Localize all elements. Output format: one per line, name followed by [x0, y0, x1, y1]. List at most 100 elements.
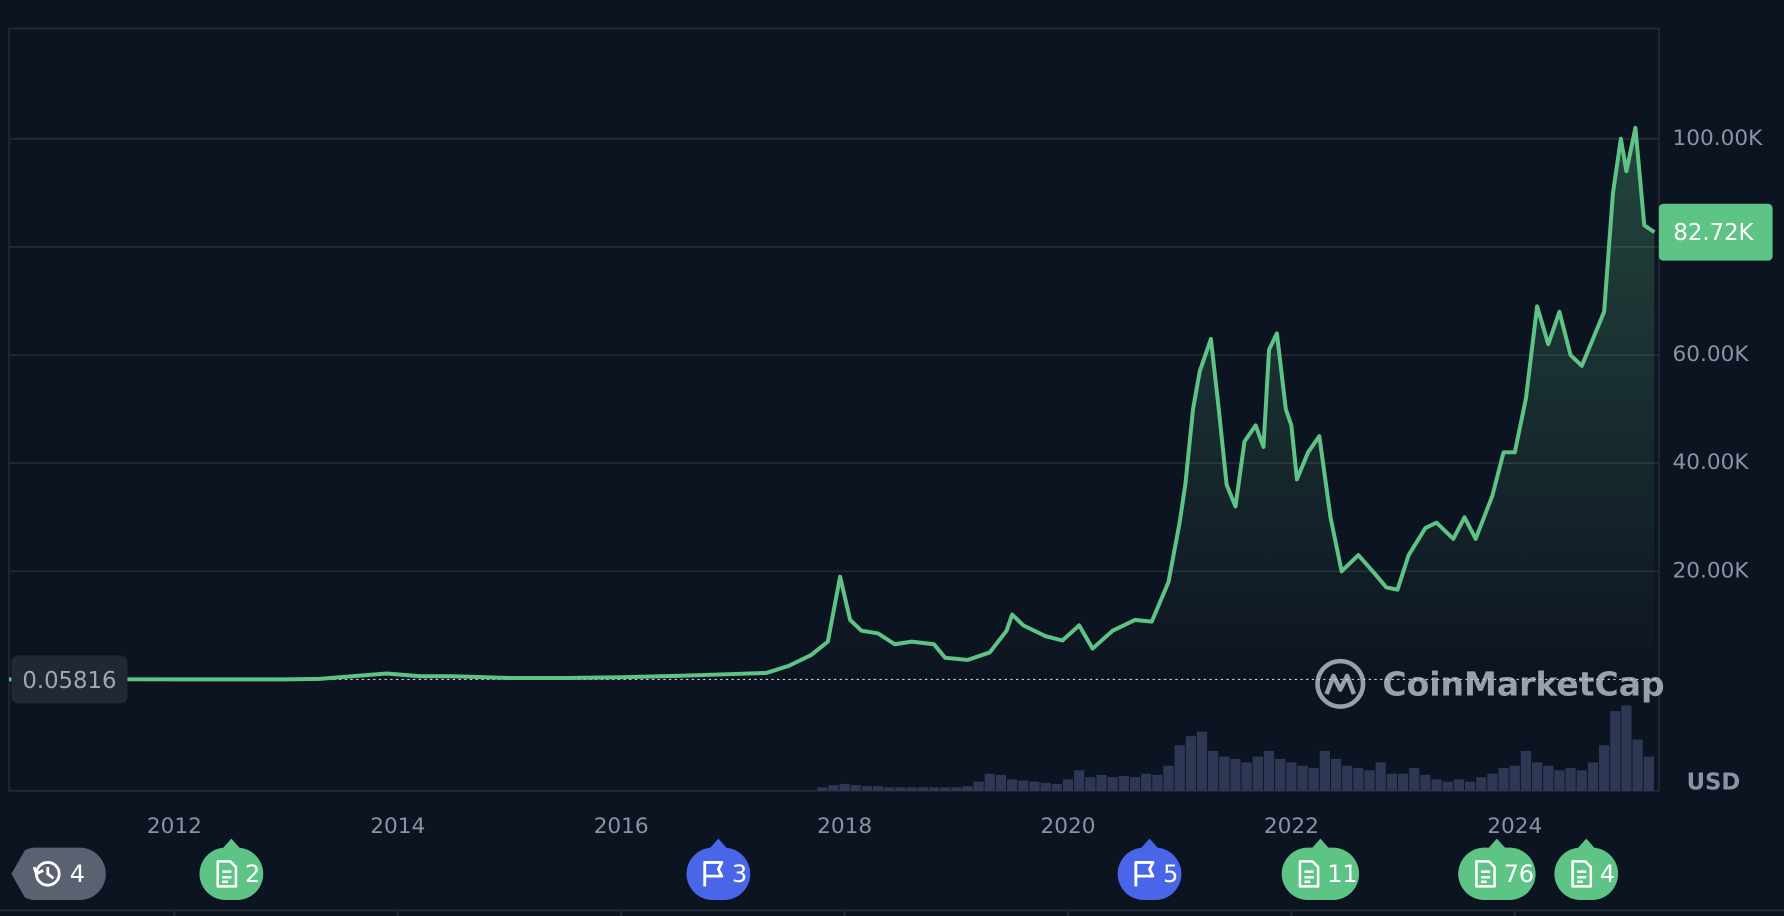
watermark: CoinMarketCap — [1315, 658, 1665, 709]
volume-bar — [1576, 770, 1587, 791]
volume-bar — [1565, 768, 1576, 791]
volume-bar — [962, 786, 973, 791]
event-badge[interactable]: 76 — [1458, 838, 1536, 901]
x-tick-label: 2024 — [1487, 814, 1542, 839]
volume-bar — [1621, 705, 1632, 791]
volume-bar — [1342, 765, 1353, 791]
event-badge[interactable]: 4 — [1554, 838, 1619, 901]
volume-bar — [1152, 774, 1163, 791]
volume-bar — [872, 786, 884, 791]
event-count: 76 — [1504, 860, 1534, 888]
volume-bar — [1018, 780, 1029, 791]
watermark-text: CoinMarketCap — [1382, 665, 1664, 704]
volume-bar — [1453, 779, 1465, 791]
last-price-badge — [1658, 203, 1773, 261]
volume-bar — [1196, 731, 1208, 791]
volume-bar — [951, 787, 962, 791]
event-badge[interactable]: 11 — [1281, 838, 1360, 901]
volume-bar — [1185, 736, 1196, 791]
history-icon-hands — [32, 866, 55, 880]
volume-bar — [973, 781, 984, 791]
volume-bar — [1129, 777, 1141, 791]
event-badge-tip — [709, 838, 728, 849]
event-badge-bg — [199, 847, 264, 901]
currency-label: USD — [1687, 769, 1741, 795]
x-tick-label: 2014 — [370, 814, 425, 839]
event-badge[interactable]: 3 — [686, 838, 751, 901]
volume-bar — [1118, 776, 1129, 791]
start-price-label: 0.05816 — [22, 668, 116, 694]
volume-bar — [1051, 783, 1062, 791]
volume-bar — [1353, 768, 1364, 791]
x-tick-label: 2022 — [1264, 814, 1319, 839]
volume-bar — [1397, 773, 1409, 791]
volume-bar — [817, 787, 828, 791]
event-badge-tip — [1311, 838, 1330, 849]
start-price-box — [11, 655, 128, 704]
event-badge[interactable]: 5 — [1117, 838, 1182, 901]
volume-bar — [1464, 781, 1476, 791]
badges: 4 2 3 5 11 76 4 — [11, 838, 1619, 901]
event-badge-tip — [1577, 838, 1596, 849]
volume-bar — [1509, 765, 1520, 791]
volume-bar — [1431, 779, 1442, 791]
event-badge-tip — [222, 838, 241, 849]
price-line — [9, 125, 1656, 682]
volume-bar — [1219, 756, 1230, 791]
volume-bar — [1208, 750, 1219, 791]
doc-icon — [1298, 860, 1320, 888]
volume-bar — [1297, 765, 1308, 791]
volume — [817, 705, 1654, 791]
volume-bar — [895, 787, 906, 791]
history-badge[interactable]: 4 — [11, 847, 106, 901]
volume-bar — [1498, 768, 1509, 791]
volume-bar — [1275, 758, 1286, 791]
flag-icon — [703, 861, 724, 887]
volume-bar — [1141, 773, 1152, 791]
volume-bar — [861, 786, 873, 791]
volume-bar — [1386, 773, 1398, 791]
volume-bar — [1531, 762, 1543, 791]
volume-bar — [1107, 777, 1118, 791]
volume-bar — [1263, 750, 1275, 791]
volume-bar — [1610, 711, 1621, 791]
volume-bar — [1174, 745, 1185, 791]
volume-bar — [1007, 779, 1018, 791]
logo-mark — [1324, 673, 1357, 695]
volume-bar — [1520, 750, 1532, 791]
volume-bar — [1442, 781, 1453, 791]
volume-bar — [1062, 779, 1074, 791]
volume-bar — [1308, 768, 1319, 791]
y-tick-label: 40.00K — [1673, 450, 1750, 475]
volume-bar — [917, 787, 928, 791]
volume-bar — [1163, 765, 1174, 791]
volume-bar — [928, 787, 940, 791]
volume-bar — [884, 787, 895, 791]
x-tick-label: 2016 — [594, 814, 649, 839]
logo-ring — [1315, 658, 1366, 709]
volume-bar — [1587, 762, 1599, 791]
volume-bar — [984, 773, 995, 791]
x-tick-label: 2018 — [817, 814, 872, 839]
volume-bar — [1554, 770, 1565, 791]
volume-bar — [1543, 765, 1554, 791]
y-tick-label: 20.00K — [1673, 558, 1750, 583]
event-badge-tip — [1140, 838, 1159, 849]
volume-bar — [1487, 773, 1498, 791]
volume-bar — [1029, 781, 1040, 791]
event-badge[interactable]: 2 — [199, 838, 264, 901]
volume-bar — [995, 774, 1007, 791]
event-badge-bg — [1554, 847, 1619, 901]
event-count: 3 — [732, 860, 747, 888]
last-price-label: 82.72K — [1673, 220, 1754, 246]
volume-bar — [1330, 758, 1342, 791]
volume-bar — [939, 787, 951, 791]
volume-bar — [1230, 758, 1241, 791]
event-badge-tip — [1487, 838, 1506, 849]
volume-bar — [906, 787, 917, 791]
event-count: 11 — [1327, 860, 1357, 888]
price-area — [9, 127, 1655, 680]
volume-bar — [828, 785, 839, 791]
